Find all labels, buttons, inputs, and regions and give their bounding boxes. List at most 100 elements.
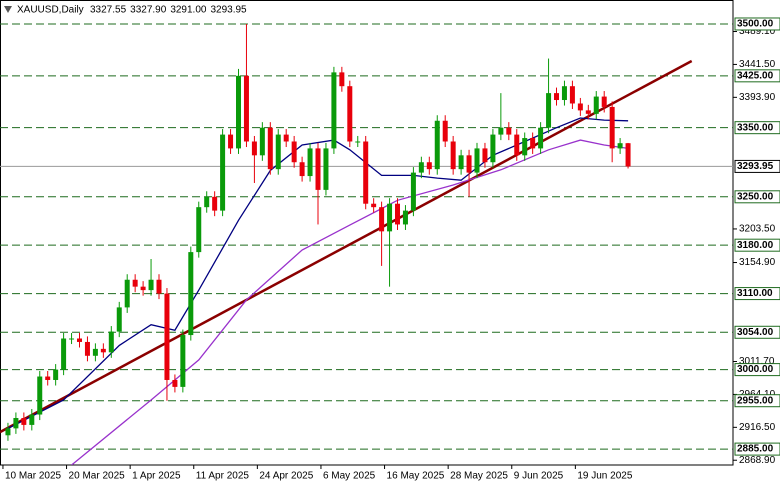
candle-body [299,162,305,177]
x-tick-label: 16 May 2025 [387,471,445,482]
candle-body [251,141,257,156]
candle-body [331,72,337,149]
candle-body [45,376,51,380]
level-label: 3000.00 [734,363,780,377]
candle-body [108,331,114,353]
candle-body [212,196,218,211]
y-tick-label: 3393.90 [739,92,776,103]
y-tick-label: 2916.50 [739,422,776,433]
level-label: 3350.00 [734,121,780,135]
header-value: 3327.90 [130,5,167,16]
candle-body [522,138,528,156]
x-tick-label: 24 Apr 2025 [259,471,313,482]
candle-body [92,348,98,356]
candle-body [363,141,369,204]
level-value: 2885.00 [737,444,774,455]
candle-body [347,86,353,142]
candle-body [387,203,393,232]
level-label: 3250.00 [734,190,780,204]
level-value: 3293.95 [737,161,774,172]
y-tick-label: 3489.10 [739,26,776,37]
level-label: 2885.00 [734,442,780,456]
x-tick-label: 9 Jun 2025 [514,471,564,482]
candle-body [490,134,496,163]
candle-body [323,148,329,190]
candle-body [69,338,75,340]
level-label: 3293.95 [734,159,780,173]
level-value: 3500.00 [737,19,774,30]
candle-body [530,138,536,149]
candle-body [243,75,249,142]
level-box [734,17,780,31]
candle-body [84,341,90,356]
candle-body [37,376,43,415]
y-tick-label: 3154.90 [739,257,776,268]
candle-body [474,148,480,173]
y-tick-label: 3441.50 [739,59,776,70]
candle-body [561,86,567,101]
level-label: 3110.00 [734,287,780,301]
level-value: 3180.00 [737,240,774,251]
candle-body [601,96,607,107]
candle-body [13,417,19,429]
candle-body [21,417,27,425]
level-box [734,394,780,408]
candle-body [100,348,106,353]
candle-body [116,307,122,332]
overlay-line [0,59,693,434]
level-box [734,69,780,83]
x-tick-label: 19 Jun 2025 [577,471,632,482]
candle-body [291,141,297,163]
level-box [734,190,780,204]
candle-body [220,134,226,211]
candle-body [156,279,162,294]
plot-area [0,23,733,465]
candle-body [593,96,599,114]
candle-body [172,379,178,387]
candle-body [236,75,242,149]
candle-body [188,252,194,336]
candle-body [371,203,377,208]
candle-body [228,134,234,149]
level-label: 3054.00 [734,325,780,339]
candle-body [466,155,472,173]
candle-body [546,93,552,128]
candle-body [426,162,432,170]
candle-body [514,134,520,156]
candle-body [442,120,448,142]
level-label: 2955.00 [734,394,780,408]
x-tick-label: 11 Apr 2025 [196,471,250,482]
candle-body [148,279,154,291]
candle-body [283,134,289,142]
plot-frame [0,0,734,466]
candle-body [124,279,130,308]
x-tick-label: 20 Mar 2025 [69,471,126,482]
candle-body [204,196,210,208]
candle-body [506,127,512,135]
candle-body [625,143,631,167]
level-box [734,363,780,377]
level-box [734,238,780,252]
y-tick-label: 3011.70 [739,356,775,367]
candle-body [61,338,67,370]
candle-body [180,335,186,387]
header: XAUUSD,Daily 3327.55 3327.90 3291.00 3293.9… [4,5,247,16]
candle-body [554,93,560,101]
header-value: 3293.95 [210,5,247,16]
y-tick-label: 3203.50 [739,224,776,235]
symbol: XAUUSD,Daily [17,5,84,16]
candle-body [482,148,488,163]
candle-body [402,210,408,225]
candle-body [164,293,170,380]
level-box [734,442,780,456]
candle-body [77,338,83,342]
level-value: 3425.00 [737,70,774,81]
level-value: 3054.00 [737,327,774,338]
x-tick-label: 1 Apr 2025 [132,471,181,482]
level-value: 3110.00 [737,288,773,299]
level-box [734,325,780,339]
candle-body [418,162,424,173]
candle-body [434,120,440,170]
level-value: 2955.00 [737,395,774,406]
